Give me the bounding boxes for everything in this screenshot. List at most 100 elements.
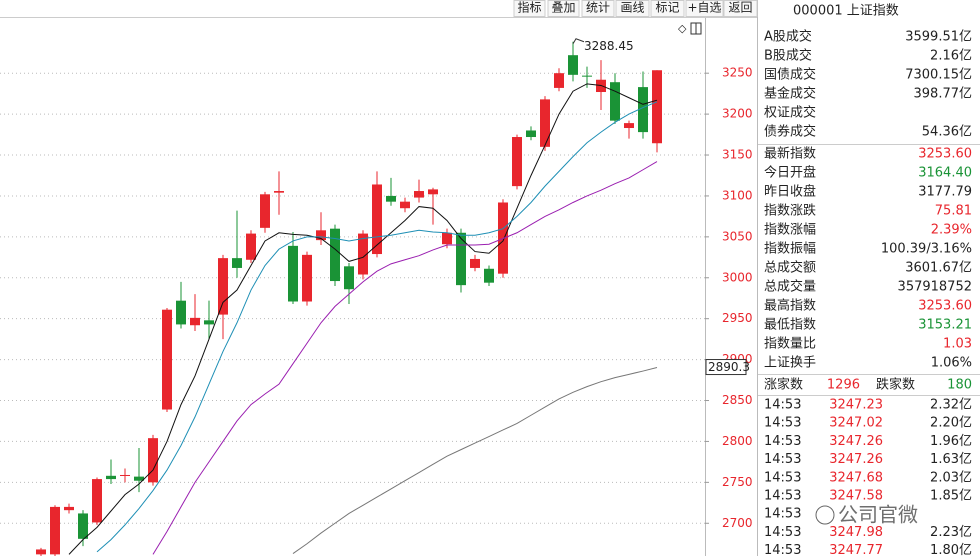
tick-volume: 2.03亿 [930,470,972,485]
breadth-value: 180 [947,378,972,393]
field-value: 2.16亿 [930,49,972,64]
candle-body [400,201,410,209]
candle-body [442,232,452,245]
field-label: 国债成交 [764,67,816,83]
axis-marker: 2890.3 [708,360,750,374]
toolbar-button[interactable]: +自选 [685,0,724,17]
tick-price: 3247.23 [829,398,883,413]
field-label: 指数涨跌 [764,203,816,219]
icon[interactable]: ◇ [678,22,687,35]
candle-body [274,191,284,193]
field-value: 2.39% [931,223,972,238]
tick-time: 14:53 [764,543,801,556]
candle-body [484,268,494,283]
field-label: A股成交 [764,29,812,45]
candle-body [162,309,172,410]
button-label: +自选 [687,1,721,15]
field-value: 3253.60 [918,147,972,162]
field-label: 最高指数 [764,298,816,314]
candle-body [302,254,312,302]
candle-body [582,75,592,77]
button-frame [581,0,615,17]
candle-body [260,194,270,228]
tick-price: 3247.98 [829,525,883,540]
field-label: 基金成交 [764,86,816,102]
toolbar-button[interactable]: 指标 [513,0,546,17]
field-value: 3253.60 [918,299,972,314]
candle-body [232,258,242,268]
button-frame [513,0,546,17]
candle-body [148,438,158,483]
axis-marker-box [705,359,747,376]
candle-body [428,189,438,195]
field-value: 54.36亿 [922,125,972,140]
watermark-icon [815,505,835,525]
toolbar-button[interactable]: 画线 [615,0,650,17]
field-value: 357918752 [898,280,972,295]
field-value: 100.39/3.16% [881,242,972,257]
y-tick-label: 3250 [722,66,753,80]
toolbar-button[interactable]: 返回 [723,0,758,17]
button-label: 标记 [655,1,679,15]
y-tick-label: 3200 [722,107,753,121]
candle-body [64,506,74,511]
tick-volume: 2.23亿 [930,525,972,540]
field-value: 1.03 [943,337,972,352]
moving-average-line [68,83,658,555]
candle-body [106,475,116,480]
annotation-arrow [572,38,585,44]
candle-body [246,233,256,260]
candle-body [610,82,620,121]
field-value: 7300.15亿 [905,68,972,83]
tick-time: 14:53 [764,398,801,413]
field-label: 债券成交 [764,124,816,140]
candle-body [540,99,550,147]
y-tick-label: 2950 [722,311,753,325]
candle-body [624,123,634,129]
tick-time: 14:53 [764,452,801,467]
button-frame [615,0,650,17]
field-value: 3153.21 [918,318,972,333]
button-label: 统计 [586,1,610,15]
button-label: 返回 [728,1,752,15]
breadth-label: 跌家数 [876,377,915,393]
field-label: 今日开盘 [764,165,816,181]
candle-body [218,258,228,315]
y-tick-label: 2850 [722,393,753,407]
candle-body [288,245,298,302]
annotation: 3288.45 [584,39,634,53]
toolbar-button[interactable]: 叠加 [547,0,580,17]
field-label: B股成交 [764,48,812,64]
field-label: 指数涨幅 [764,223,816,238]
candle-body [358,233,368,275]
candle-body [456,232,466,286]
tick-price: 3247.68 [829,470,883,485]
candle-body [92,479,102,523]
moving-average-line [152,161,658,555]
candle-body [638,87,648,133]
field-label: 最低指数 [764,318,816,333]
breadth-value: 1296 [827,378,860,393]
toolbar-button[interactable]: 统计 [581,0,615,17]
tick-time: 14:53 [764,525,801,540]
candle-body [372,184,382,255]
candle-body [36,549,46,555]
candle-body [204,320,214,325]
tick-price: 3247.02 [829,416,883,431]
candle-body [414,191,424,198]
y-tick-label: 3100 [722,188,753,202]
toolbar-button[interactable]: 标记 [650,0,685,17]
field-label: 指数量比 [764,337,816,352]
y-tick-label: 2800 [722,434,753,448]
candle-body [120,474,130,476]
button-frame [547,0,580,17]
y-tick-label: 3150 [722,148,753,162]
button-frame [650,0,685,17]
field-label: 总成交额 [764,260,816,276]
candle-body [512,137,522,187]
tick-volume: 2.20亿 [930,416,972,431]
tick-time: 14:53 [764,470,801,485]
tick-volume: 1.80亿 [930,543,972,556]
button-label: 画线 [620,1,644,15]
